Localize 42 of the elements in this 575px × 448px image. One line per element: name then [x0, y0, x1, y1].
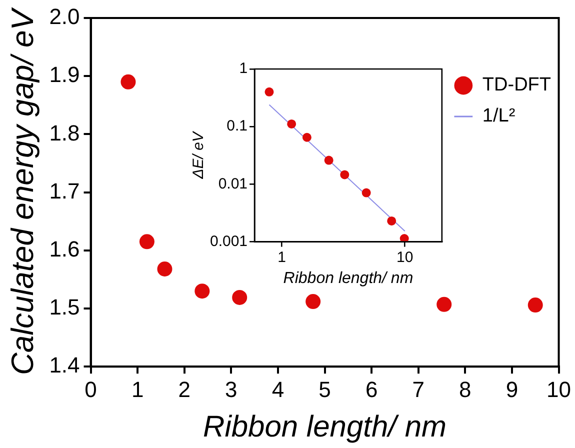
x-axis-title: Ribbon length/ nm: [283, 270, 414, 287]
x-tick-label: 0: [84, 376, 97, 402]
point: [302, 132, 312, 142]
y-tick-label: 1.5: [49, 294, 80, 320]
point: [264, 87, 274, 96]
x-axis-title: Ribbon length/ nm: [203, 410, 447, 444]
x-tick-label: 10: [396, 248, 414, 266]
x-tick-label: 8: [459, 376, 472, 402]
x-tick-label: 5: [318, 376, 331, 402]
point: [400, 234, 409, 242]
y-axis-title: ΔE/ eV: [190, 130, 208, 180]
y-tick-label: 1: [239, 60, 248, 78]
y-axis-title: Calculated energy gap/ eV: [5, 6, 40, 375]
y-tick-label: 0.001: [210, 232, 248, 250]
point: [436, 296, 452, 312]
point: [306, 294, 321, 310]
x-tick-label: 10: [546, 376, 572, 402]
y-tick-label: 2.0: [49, 4, 80, 30]
x-tick-label: 3: [225, 376, 238, 402]
point: [528, 298, 543, 313]
y-tick-label: 0.01: [218, 175, 248, 192]
y-tick-label: 1.8: [49, 120, 80, 146]
point: [139, 234, 154, 250]
y-tick-label: 1.4: [49, 352, 80, 378]
x-tick-label: 7: [412, 376, 424, 402]
y-tick-label: 1.9: [49, 62, 80, 88]
x-tick-label: 4: [272, 376, 284, 402]
y-tick-label: 1.7: [49, 178, 80, 204]
x-tick-label: 2: [178, 376, 191, 402]
point: [232, 290, 248, 305]
point: [194, 284, 210, 299]
x-tick-label: 6: [365, 376, 378, 402]
point: [362, 188, 371, 198]
x-tick-label: 9: [506, 376, 518, 402]
x-tick-label: 1: [131, 376, 144, 402]
point: [157, 261, 172, 276]
point: [324, 156, 334, 165]
legend-label: 1/L²: [482, 106, 516, 127]
legend-label: TD-DFT: [482, 74, 552, 96]
y-tick-label: 0.1: [226, 118, 248, 135]
point: [120, 74, 136, 90]
y-tick-label: 1.6: [49, 236, 80, 262]
